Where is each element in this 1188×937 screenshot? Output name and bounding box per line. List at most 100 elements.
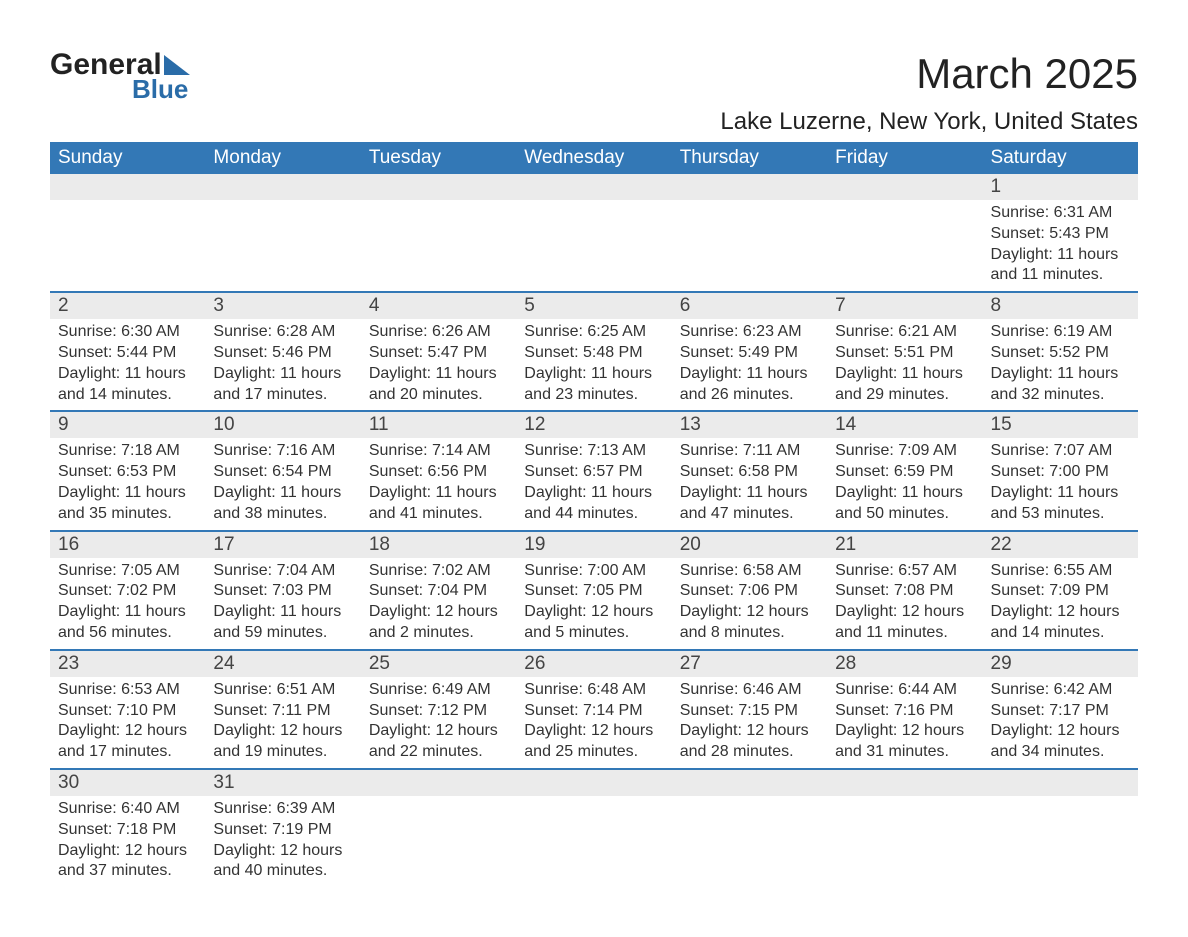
calendar-cell-body: Sunrise: 6:40 AMSunset: 7:18 PMDaylight:… — [50, 796, 205, 887]
day-details: Sunrise: 7:05 AMSunset: 7:02 PMDaylight:… — [50, 558, 205, 649]
week-daynum-row: 1 — [50, 174, 1138, 200]
calendar-cell-body — [983, 796, 1138, 887]
day-details: Sunrise: 6:40 AMSunset: 7:18 PMDaylight:… — [50, 796, 205, 887]
day-number: 15 — [983, 412, 1138, 438]
location-subtitle: Lake Luzerne, New York, United States — [720, 108, 1138, 136]
day-details: Sunrise: 6:49 AMSunset: 7:12 PMDaylight:… — [361, 677, 516, 768]
sunrise-line: Sunrise: 7:07 AM — [991, 441, 1130, 462]
day-details — [361, 796, 516, 825]
day-number — [672, 174, 827, 200]
daylight-line: Daylight: 11 hours and 26 minutes. — [680, 364, 819, 406]
calendar-cell-head: 14 — [827, 411, 982, 438]
calendar-cell-body: Sunrise: 6:55 AMSunset: 7:09 PMDaylight:… — [983, 558, 1138, 650]
brand-word-2: Blue — [132, 76, 190, 102]
sunrise-line: Sunrise: 6:58 AM — [680, 561, 819, 582]
day-number: 28 — [827, 651, 982, 677]
day-details: Sunrise: 6:25 AMSunset: 5:48 PMDaylight:… — [516, 319, 671, 410]
day-number: 12 — [516, 412, 671, 438]
day-number: 3 — [205, 293, 360, 319]
day-number: 23 — [50, 651, 205, 677]
day-number: 9 — [50, 412, 205, 438]
day-number: 17 — [205, 532, 360, 558]
calendar-cell-head — [361, 174, 516, 200]
sunrise-line: Sunrise: 7:13 AM — [524, 441, 663, 462]
day-details: Sunrise: 6:51 AMSunset: 7:11 PMDaylight:… — [205, 677, 360, 768]
calendar-cell-head: 29 — [983, 650, 1138, 677]
calendar-cell-head: 11 — [361, 411, 516, 438]
day-number — [50, 174, 205, 200]
day-number: 1 — [983, 174, 1138, 200]
day-details: Sunrise: 6:46 AMSunset: 7:15 PMDaylight:… — [672, 677, 827, 768]
calendar-cell-body — [516, 796, 671, 887]
week-body-row: Sunrise: 6:30 AMSunset: 5:44 PMDaylight:… — [50, 319, 1138, 411]
day-details: Sunrise: 7:18 AMSunset: 6:53 PMDaylight:… — [50, 438, 205, 529]
calendar-cell-body: Sunrise: 7:09 AMSunset: 6:59 PMDaylight:… — [827, 438, 982, 530]
calendar-cell-body — [672, 200, 827, 292]
sunrise-line: Sunrise: 6:39 AM — [213, 799, 352, 820]
sunset-line: Sunset: 5:51 PM — [835, 343, 974, 364]
day-details: Sunrise: 6:48 AMSunset: 7:14 PMDaylight:… — [516, 677, 671, 768]
day-number — [516, 174, 671, 200]
sunset-line: Sunset: 7:06 PM — [680, 581, 819, 602]
calendar-cell-body: Sunrise: 6:57 AMSunset: 7:08 PMDaylight:… — [827, 558, 982, 650]
sunrise-line: Sunrise: 6:31 AM — [991, 203, 1130, 224]
sunset-line: Sunset: 7:19 PM — [213, 820, 352, 841]
sunrise-line: Sunrise: 7:04 AM — [213, 561, 352, 582]
day-details: Sunrise: 6:58 AMSunset: 7:06 PMDaylight:… — [672, 558, 827, 649]
calendar-cell-head: 28 — [827, 650, 982, 677]
calendar-cell-head: 1 — [983, 174, 1138, 200]
calendar-cell-head: 9 — [50, 411, 205, 438]
calendar-cell-body: Sunrise: 6:51 AMSunset: 7:11 PMDaylight:… — [205, 677, 360, 769]
day-number: 21 — [827, 532, 982, 558]
day-number: 13 — [672, 412, 827, 438]
daylight-line: Daylight: 12 hours and 17 minutes. — [58, 721, 197, 763]
day-details — [205, 200, 360, 229]
weekday-header-row: Sunday Monday Tuesday Wednesday Thursday… — [50, 142, 1138, 174]
calendar-cell-head: 23 — [50, 650, 205, 677]
day-number: 20 — [672, 532, 827, 558]
calendar-cell-head: 3 — [205, 292, 360, 319]
daylight-line: Daylight: 11 hours and 44 minutes. — [524, 483, 663, 525]
brand-triangle-icon — [164, 55, 190, 75]
day-details: Sunrise: 7:04 AMSunset: 7:03 PMDaylight:… — [205, 558, 360, 649]
day-number: 2 — [50, 293, 205, 319]
calendar-cell-head: 24 — [205, 650, 360, 677]
calendar-cell-body: Sunrise: 6:42 AMSunset: 7:17 PMDaylight:… — [983, 677, 1138, 769]
daylight-line: Daylight: 12 hours and 8 minutes. — [680, 602, 819, 644]
daylight-line: Daylight: 11 hours and 56 minutes. — [58, 602, 197, 644]
calendar-cell-head: 12 — [516, 411, 671, 438]
daylight-line: Daylight: 12 hours and 31 minutes. — [835, 721, 974, 763]
sunrise-line: Sunrise: 6:30 AM — [58, 322, 197, 343]
calendar-table: Sunday Monday Tuesday Wednesday Thursday… — [50, 142, 1138, 887]
sunrise-line: Sunrise: 7:14 AM — [369, 441, 508, 462]
daylight-line: Daylight: 11 hours and 20 minutes. — [369, 364, 508, 406]
calendar-cell-head: 27 — [672, 650, 827, 677]
calendar-cell-body: Sunrise: 6:44 AMSunset: 7:16 PMDaylight:… — [827, 677, 982, 769]
weekday-header: Wednesday — [516, 142, 671, 174]
sunrise-line: Sunrise: 6:26 AM — [369, 322, 508, 343]
sunset-line: Sunset: 5:47 PM — [369, 343, 508, 364]
month-title: March 2025 — [720, 50, 1138, 98]
sunrise-line: Sunrise: 6:51 AM — [213, 680, 352, 701]
calendar-cell-body: Sunrise: 6:28 AMSunset: 5:46 PMDaylight:… — [205, 319, 360, 411]
week-daynum-row: 3031 — [50, 769, 1138, 796]
daylight-line: Daylight: 12 hours and 5 minutes. — [524, 602, 663, 644]
day-number: 29 — [983, 651, 1138, 677]
daylight-line: Daylight: 11 hours and 14 minutes. — [58, 364, 197, 406]
day-details — [983, 796, 1138, 825]
calendar-cell-head — [827, 769, 982, 796]
calendar-cell-head: 25 — [361, 650, 516, 677]
day-details: Sunrise: 6:55 AMSunset: 7:09 PMDaylight:… — [983, 558, 1138, 649]
calendar-cell-head: 7 — [827, 292, 982, 319]
weekday-header: Sunday — [50, 142, 205, 174]
daylight-line: Daylight: 12 hours and 2 minutes. — [369, 602, 508, 644]
week-daynum-row: 9101112131415 — [50, 411, 1138, 438]
calendar-cell-head — [516, 174, 671, 200]
daylight-line: Daylight: 11 hours and 50 minutes. — [835, 483, 974, 525]
day-details — [516, 796, 671, 825]
brand-logo: General Blue — [50, 50, 190, 102]
calendar-cell-head: 2 — [50, 292, 205, 319]
sunset-line: Sunset: 5:52 PM — [991, 343, 1130, 364]
daylight-line: Daylight: 11 hours and 38 minutes. — [213, 483, 352, 525]
daylight-line: Daylight: 12 hours and 34 minutes. — [991, 721, 1130, 763]
